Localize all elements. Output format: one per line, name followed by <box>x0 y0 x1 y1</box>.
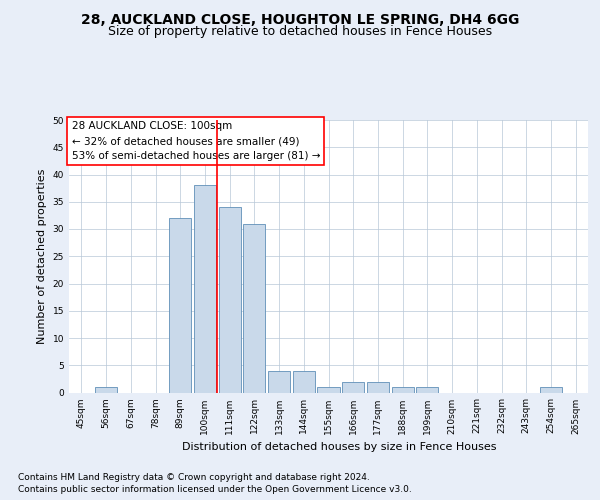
Bar <box>194 186 216 392</box>
Text: Distribution of detached houses by size in Fence Houses: Distribution of detached houses by size … <box>182 442 496 452</box>
Bar <box>317 387 340 392</box>
Text: Contains HM Land Registry data © Crown copyright and database right 2024.: Contains HM Land Registry data © Crown c… <box>18 472 370 482</box>
Bar <box>342 382 364 392</box>
Bar <box>268 370 290 392</box>
Text: Size of property relative to detached houses in Fence Houses: Size of property relative to detached ho… <box>108 25 492 38</box>
Bar <box>95 387 117 392</box>
Text: 28, AUCKLAND CLOSE, HOUGHTON LE SPRING, DH4 6GG: 28, AUCKLAND CLOSE, HOUGHTON LE SPRING, … <box>81 12 519 26</box>
Text: 28 AUCKLAND CLOSE: 100sqm
← 32% of detached houses are smaller (49)
53% of semi-: 28 AUCKLAND CLOSE: 100sqm ← 32% of detac… <box>71 122 320 161</box>
Bar <box>169 218 191 392</box>
Bar <box>392 387 414 392</box>
Bar <box>293 370 315 392</box>
Y-axis label: Number of detached properties: Number of detached properties <box>37 168 47 344</box>
Bar <box>367 382 389 392</box>
Bar <box>218 207 241 392</box>
Bar <box>243 224 265 392</box>
Bar <box>540 387 562 392</box>
Bar <box>416 387 439 392</box>
Text: Contains public sector information licensed under the Open Government Licence v3: Contains public sector information licen… <box>18 485 412 494</box>
